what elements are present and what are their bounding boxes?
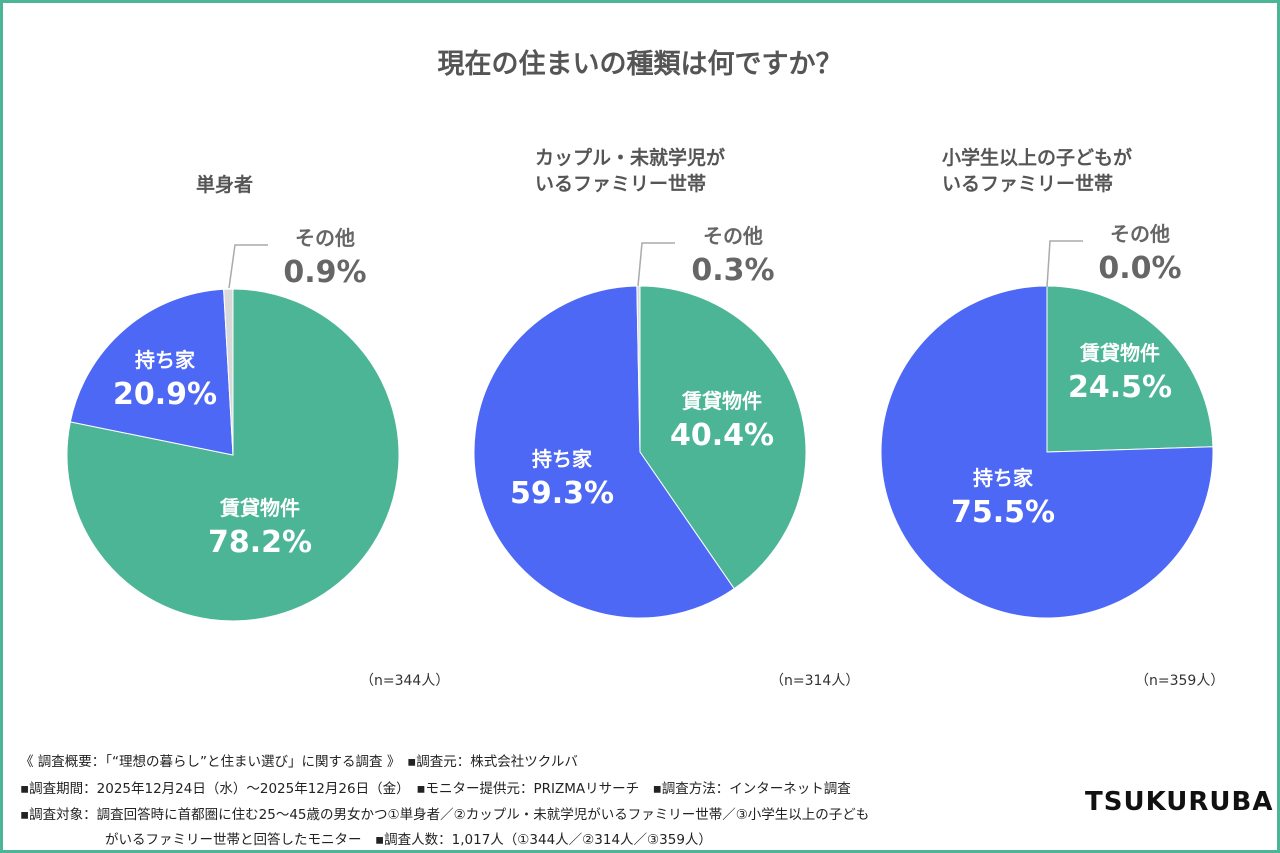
pie1-title: 単身者: [196, 174, 254, 196]
pie2-label-other: その他 0.3%: [691, 224, 775, 288]
pie3-other-leader-line: [1046, 240, 1083, 288]
footer-line-4: がいるファミリー世帯と回答したモニター ▪調査人数：1,017人（①344人／②…: [105, 832, 712, 848]
pie1-label-other: その他 0.9%: [283, 226, 367, 290]
pie2-label-own: 持ち家 59.3%: [509, 447, 615, 511]
pie1-slice-rent: [66, 288, 400, 622]
pie3-title-line2: いるファミリー世帯: [942, 173, 1114, 195]
pie2-label-rent: 賃貸物件 40.4%: [669, 389, 775, 453]
tsukuruba-logo: TSUKURUBA: [1085, 787, 1274, 817]
footer-line-3: ▪調査対象：調査回答時に首都圏に住む25～45歳の男女かつ①単身者／②カップル・…: [20, 807, 870, 823]
pie1-other-leader-line: [228, 244, 268, 289]
pie2-slice-own: [473, 285, 735, 619]
pie3-label-other: その他 0.0%: [1098, 222, 1182, 286]
pie1-label-rent: 賃貸物件 78.2%: [207, 496, 313, 560]
pie2-other-leader-line: [637, 242, 675, 287]
pie3-title-line1: 小学生以上の子どもが: [942, 147, 1133, 169]
pie3-slice-rent: [1046, 285, 1214, 453]
chart-title: 現在の住まいの種類は何ですか？: [437, 49, 843, 80]
pie2-title: カップル・未就学児が いるファミリー世帯: [535, 145, 725, 197]
footer-line-2: ▪調査期間：2025年12月24日（水）～2025年12月26日（金） ▪モニタ…: [20, 781, 851, 797]
pie2-n: （n=314人）: [770, 673, 860, 689]
pie1-slice-own: [69, 288, 234, 456]
pie1-n: （n=344人）: [360, 673, 450, 689]
pie3-label-rent: 賃貸物件 24.5%: [1067, 341, 1173, 405]
pie3-slice-own: [880, 285, 1214, 619]
pie2-slice-rent: [639, 285, 807, 590]
pie3-title: 小学生以上の子どもが いるファミリー世帯: [942, 145, 1132, 197]
pie2-title-line2: いるファミリー世帯: [535, 173, 707, 195]
pie1-slice-other: [223, 288, 234, 456]
pie2-title-line1: カップル・未就学児が: [535, 147, 726, 169]
pie3-label-own: 持ち家 75.5%: [950, 466, 1056, 530]
pie3-n: （n=359人）: [1135, 673, 1225, 689]
footer-line-1: 《 調査概要：「“理想の暮らし”と住まい選び」に関する調査 》 ▪調査元：株式会…: [20, 754, 578, 770]
pie1-label-own: 持ち家 20.9%: [112, 348, 218, 412]
